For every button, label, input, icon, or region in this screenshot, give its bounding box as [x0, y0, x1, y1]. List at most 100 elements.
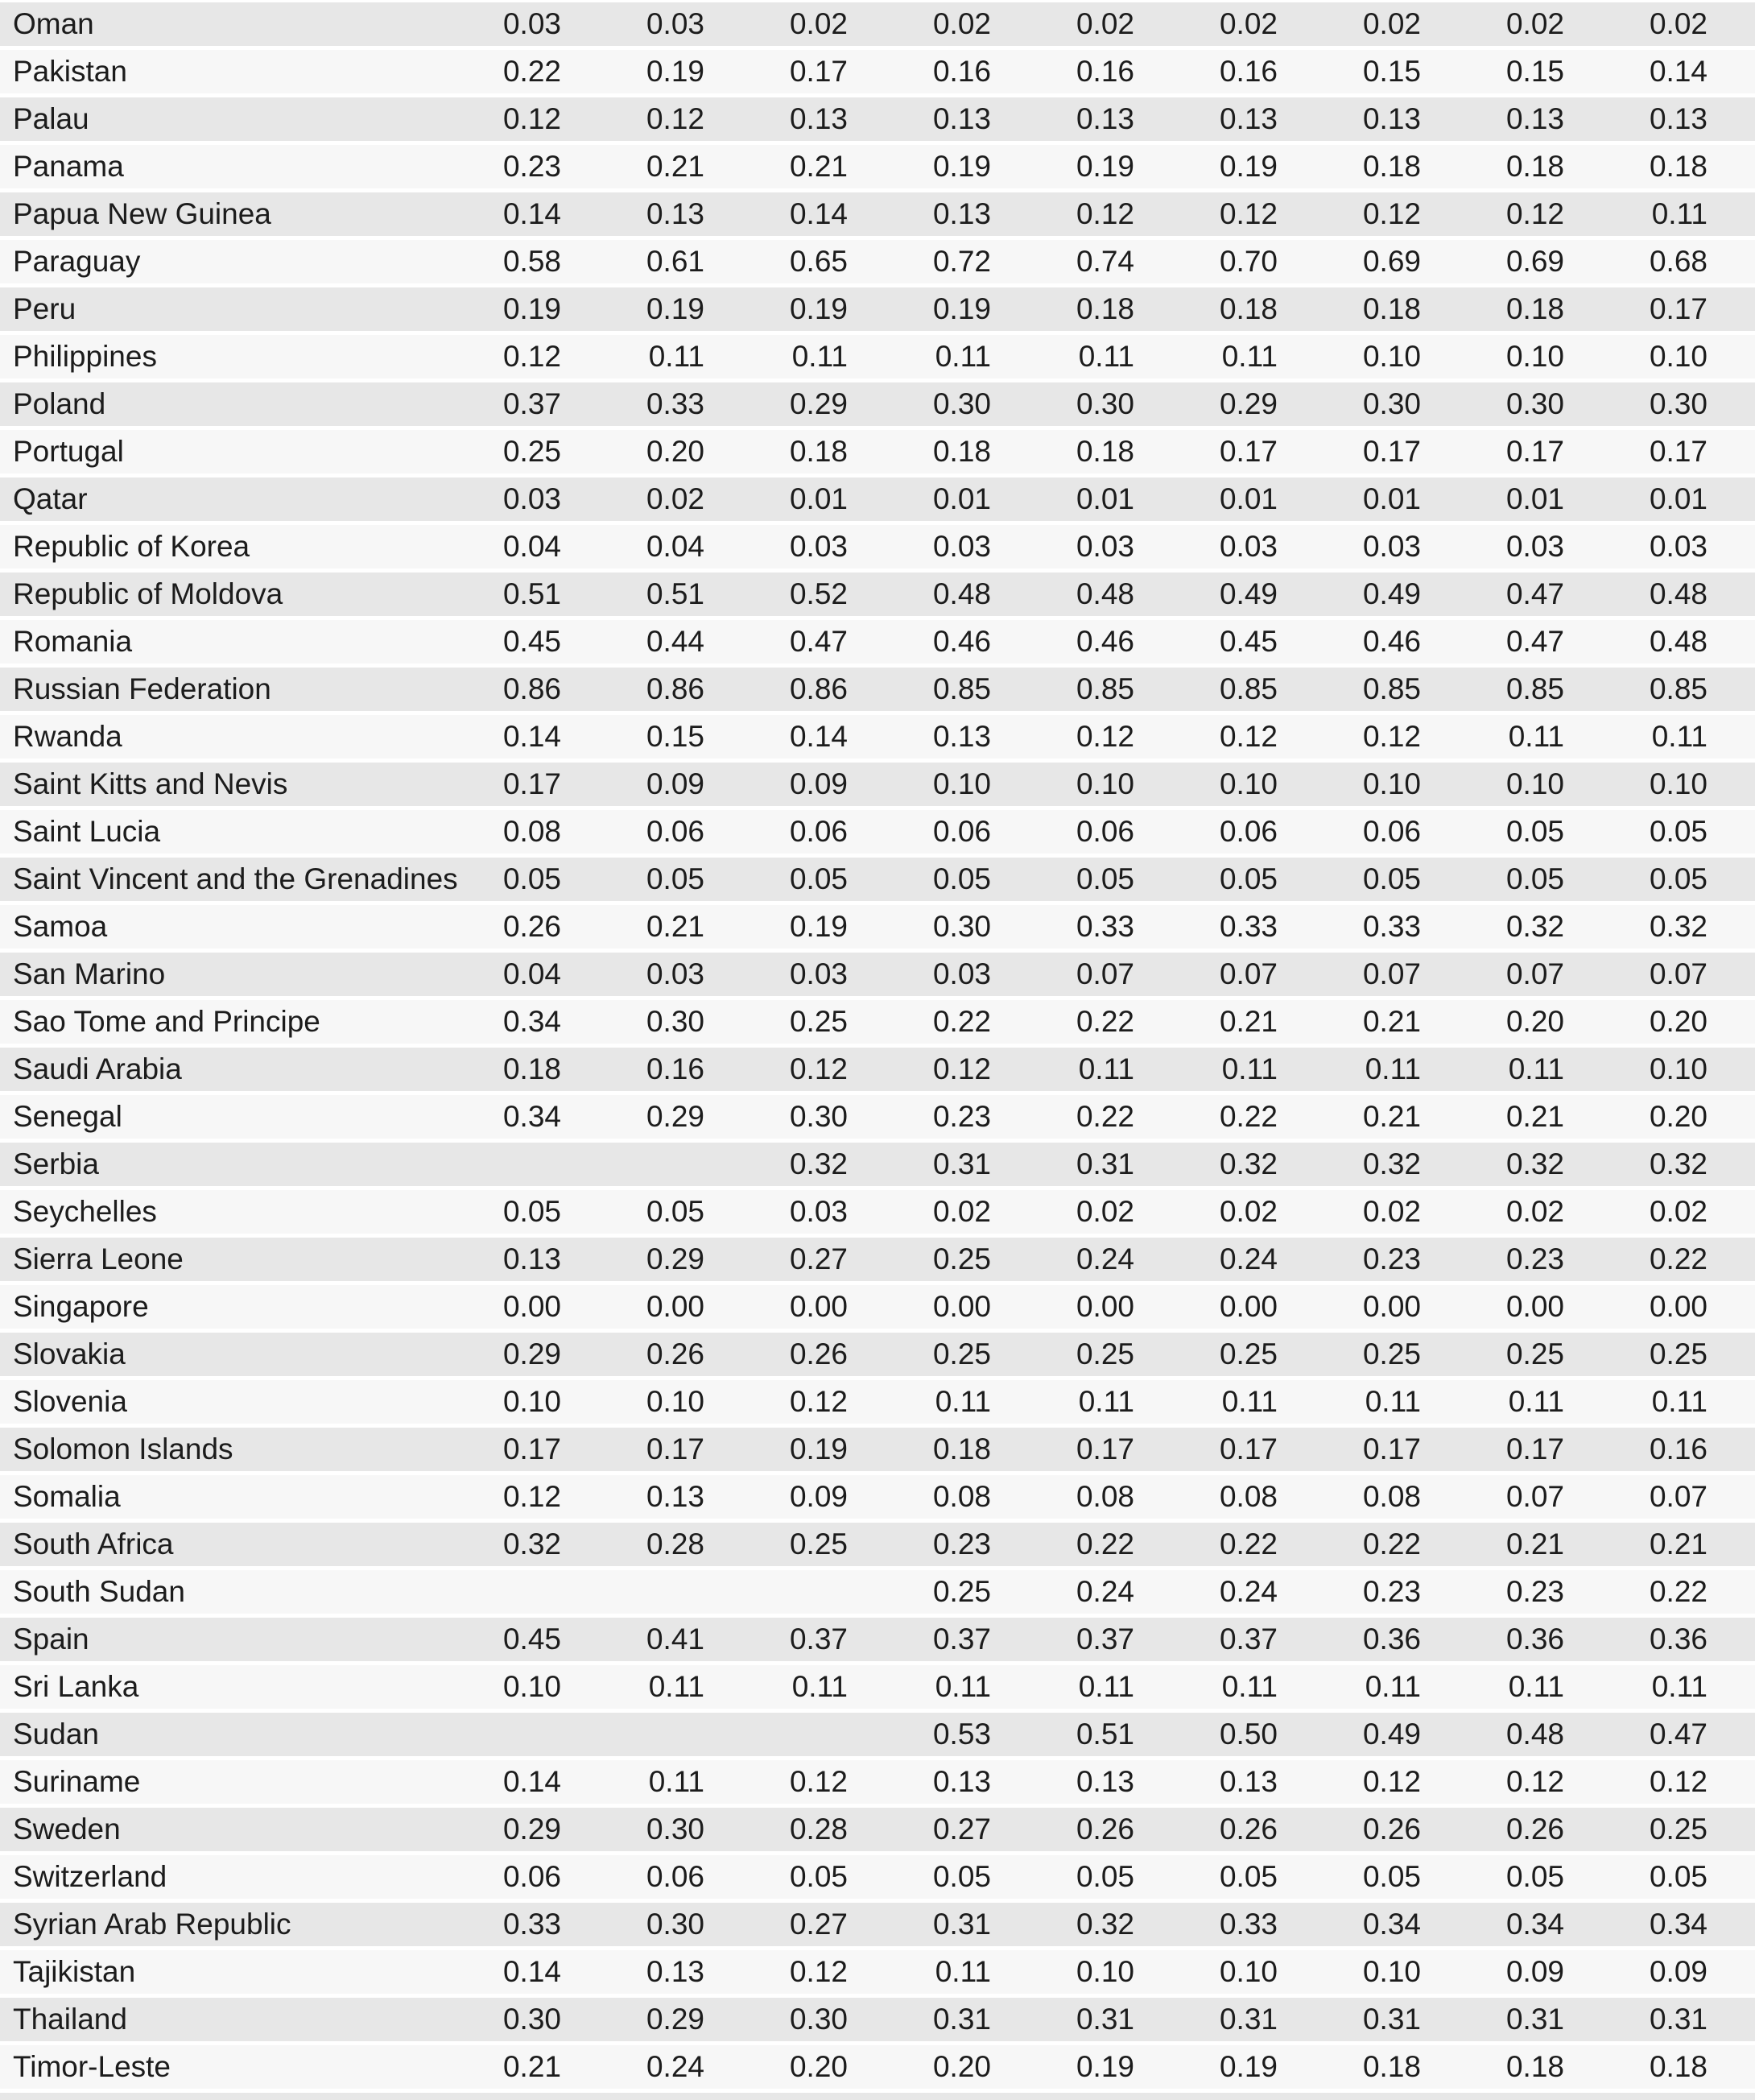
country-name: Slovenia — [13, 1385, 127, 1418]
value-cell-1: 0.29 — [502, 1813, 561, 1846]
value-cell-2: 0.44 — [646, 625, 704, 658]
country-name: Sri Lanka — [13, 1670, 139, 1703]
value-cell-8: 0.85 — [1505, 672, 1564, 705]
value-cell-9: 0.10 — [1649, 767, 1708, 800]
value-cell-5: 0.85 — [1076, 672, 1134, 705]
value-cell-7: 0.02 — [1362, 1195, 1421, 1228]
value-cell-2: 0.06 — [646, 1860, 704, 1893]
value-cell-3: 0.19 — [789, 910, 848, 943]
value-cell-6: 0.05 — [1219, 1860, 1278, 1893]
value-cell-2: 0.33 — [646, 387, 704, 420]
value-cell-4: 0.37 — [932, 1623, 991, 1656]
table-row: Switzerland 0.06 0.06 0.05 0.05 0.05 0.0… — [0, 1855, 1755, 1899]
value-cell-7: 0.12 — [1362, 1765, 1421, 1798]
value-cell-9: 0.01 — [1649, 482, 1708, 515]
value-cell-8: 0.13 — [1505, 102, 1564, 135]
value-cell-5: 0.24 — [1076, 1242, 1134, 1275]
value-cell-6: 0.01 — [1219, 482, 1278, 515]
value-cell-3: 0.29 — [789, 387, 848, 420]
value-cell-7: 0.01 — [1362, 482, 1421, 515]
value-cell-5: 0.02 — [1076, 1195, 1134, 1228]
value-cell-4: 0.19 — [932, 292, 991, 325]
table-row: South Sudan 0.25 0.24 0.24 0.23 0.23 0.2… — [0, 1570, 1755, 1614]
value-cell-3: 0.28 — [789, 1813, 848, 1846]
value-cell-2: 0.11 — [648, 1670, 704, 1703]
value-cell-1: 0.12 — [502, 102, 561, 135]
value-cell-9: 0.14 — [1649, 55, 1708, 88]
value-cell-7: 0.23 — [1362, 1242, 1421, 1275]
value-cell-7: 0.02 — [1362, 7, 1421, 40]
value-cell-6: 0.45 — [1219, 625, 1278, 658]
value-cell-4: 0.25 — [932, 1337, 991, 1370]
table-row: Romania 0.45 0.44 0.47 0.46 0.46 0.45 0.… — [0, 620, 1755, 663]
value-cell-9: 0.07 — [1649, 1480, 1708, 1513]
value-cell-7: 0.10 — [1362, 1955, 1421, 1988]
country-name: Paraguay — [13, 245, 141, 278]
value-cell-6: 0.32 — [1219, 1147, 1278, 1180]
value-cell-3: 0.37 — [789, 1623, 848, 1656]
table-row: Slovenia 0.10 0.10 0.12 0.11 0.11 0.11 0… — [0, 1380, 1755, 1424]
value-cell-2: 0.28 — [646, 1527, 704, 1561]
value-cell-9: 0.05 — [1649, 862, 1708, 895]
value-cell-6: 0.10 — [1219, 1955, 1278, 1988]
value-cell-7: 0.18 — [1362, 2050, 1421, 2083]
country-name: Rwanda — [13, 720, 122, 753]
value-cell-6: 0.10 — [1219, 767, 1278, 800]
value-cell-6: 0.70 — [1219, 245, 1278, 278]
value-cell-7: 0.69 — [1362, 245, 1421, 278]
value-cell-9: 0.12 — [1649, 1765, 1708, 1798]
table-row: Thailand 0.30 0.29 0.30 0.31 0.31 0.31 0… — [0, 1998, 1755, 2041]
value-cell-2: 0.29 — [646, 1100, 704, 1133]
value-cell-5: 0.22 — [1076, 1527, 1134, 1561]
value-cell-6: 0.05 — [1219, 862, 1278, 895]
table-row: San Marino 0.04 0.03 0.03 0.03 0.07 0.07… — [0, 953, 1755, 996]
value-cell-5: 0.33 — [1076, 910, 1134, 943]
value-cell-7: 0.11 — [1365, 1670, 1421, 1703]
country-name: Seychelles — [13, 1195, 157, 1228]
value-cell-1: 0.29 — [502, 1337, 561, 1370]
value-cell-6: 0.31 — [1219, 2003, 1278, 2036]
value-cell-5: 0.17 — [1076, 1432, 1134, 1465]
table-row: Sao Tome and Principe 0.34 0.30 0.25 0.2… — [0, 1000, 1755, 1044]
value-cell-8: 0.48 — [1505, 1718, 1564, 1751]
value-cell-7: 0.25 — [1362, 1337, 1421, 1370]
table-row: Peru 0.19 0.19 0.19 0.19 0.18 0.18 0.18 … — [0, 287, 1755, 331]
value-cell-5: 0.13 — [1076, 102, 1134, 135]
value-cell-4: 0.16 — [932, 55, 991, 88]
value-cell-7: 0.13 — [1362, 102, 1421, 135]
country-name: Peru — [13, 292, 76, 325]
country-name: Thailand — [13, 2003, 127, 2036]
value-cell-5: 0.02 — [1076, 7, 1134, 40]
value-cell-5: 0.24 — [1076, 1575, 1134, 1608]
table-row: South Africa 0.32 0.28 0.25 0.23 0.22 0.… — [0, 1523, 1755, 1566]
value-cell-9: 0.11 — [1651, 720, 1708, 753]
value-cell-3: 0.25 — [789, 1527, 848, 1561]
country-name: Papua New Guinea — [13, 197, 271, 230]
value-cell-1: 0.86 — [502, 672, 561, 705]
value-cell-7: 0.22 — [1362, 1527, 1421, 1561]
value-cell-5: 0.25 — [1076, 1337, 1134, 1370]
value-cell-2: 0.41 — [646, 1623, 704, 1656]
value-cell-6: 0.22 — [1219, 1527, 1278, 1561]
value-cell-4: 0.85 — [932, 672, 991, 705]
value-cell-5: 0.01 — [1076, 482, 1134, 515]
value-cell-9: 0.48 — [1649, 577, 1708, 610]
value-cell-4: 0.31 — [932, 2003, 991, 2036]
value-cell-3: 0.52 — [789, 577, 848, 610]
value-cell-1: 0.45 — [502, 1623, 561, 1656]
value-cell-8: 0.07 — [1505, 1480, 1564, 1513]
country-name: Suriname — [13, 1765, 141, 1798]
value-cell-5: 0.12 — [1076, 720, 1134, 753]
value-cell-2: 0.10 — [646, 1385, 704, 1418]
value-cell-1: 0.05 — [502, 1195, 561, 1228]
value-cell-2: 0.29 — [646, 1242, 704, 1275]
value-cell-4: 0.12 — [932, 1052, 991, 1085]
value-cell-9: 0.17 — [1649, 435, 1708, 468]
value-cell-5: 0.22 — [1076, 1005, 1134, 1038]
value-cell-8: 0.69 — [1505, 245, 1564, 278]
country-name: Republic of Korea — [13, 530, 250, 563]
value-cell-1: 0.03 — [502, 482, 561, 515]
partial-next-row — [0, 2093, 1755, 2100]
value-cell-9: 0.11 — [1651, 197, 1708, 230]
table-row: Sierra Leone 0.13 0.29 0.27 0.25 0.24 0.… — [0, 1238, 1755, 1281]
